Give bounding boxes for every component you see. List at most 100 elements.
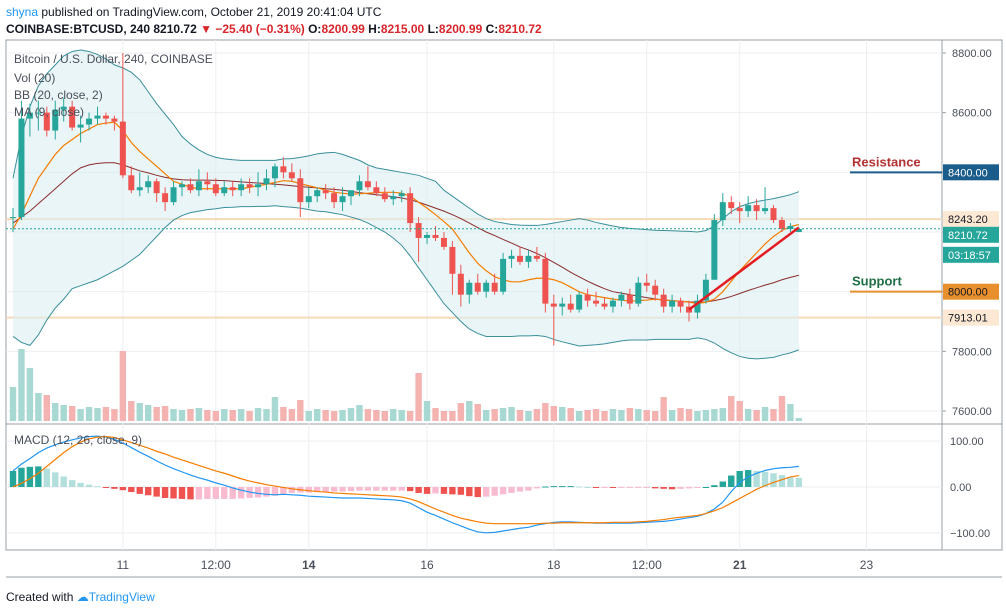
candle [753, 199, 760, 221]
footer-brand[interactable]: TradingView [88, 590, 155, 604]
price-tick-label: 7600.00 [952, 406, 992, 418]
candle [508, 249, 515, 268]
candle [195, 169, 202, 197]
volume-bar [347, 408, 355, 421]
candle-body [288, 172, 295, 179]
macd-histogram-bar [508, 487, 515, 493]
candle [26, 103, 33, 137]
candle [136, 172, 143, 197]
macd-histogram-bar [77, 482, 84, 487]
candle [652, 279, 659, 301]
macd-histogram-bar [221, 487, 228, 499]
candle [288, 163, 295, 182]
candle-body [677, 300, 684, 307]
candle [483, 279, 490, 298]
volume-bar [694, 411, 701, 421]
candle [331, 187, 338, 209]
volume-bar [795, 418, 803, 421]
candle [466, 279, 473, 304]
candle-body [491, 282, 498, 292]
volume-bar [533, 409, 541, 421]
macd-histogram-bar [305, 487, 312, 493]
candle [787, 223, 794, 232]
volume-bar [406, 411, 414, 421]
candle [77, 115, 84, 143]
macd-histogram-bar [483, 487, 490, 497]
candle [43, 106, 50, 137]
volume-bar [483, 410, 490, 421]
candle-body [440, 237, 447, 247]
candle-body [576, 294, 583, 310]
macd-histogram-bar [195, 487, 203, 500]
candle [474, 273, 481, 295]
footer-created: Created with [6, 590, 74, 604]
volume-bar [440, 411, 448, 421]
volume-bar [499, 408, 507, 421]
candle [221, 181, 228, 197]
candle-body [238, 184, 245, 191]
candle-body [762, 208, 769, 212]
macd-histogram-bar [711, 485, 718, 487]
volume-bar [592, 409, 600, 421]
candle-body [364, 181, 371, 188]
volume-bar [761, 407, 769, 421]
candle-body [195, 181, 202, 191]
volume-bar [111, 409, 118, 421]
candle-body [770, 208, 777, 221]
candle [618, 291, 625, 307]
price-label-bg [943, 226, 999, 243]
volume-bar [466, 401, 473, 421]
candle [669, 294, 676, 313]
volume-bar [618, 410, 625, 421]
volume-bar [322, 410, 329, 421]
macd-histogram-bar [153, 487, 160, 497]
candle-body [517, 255, 523, 262]
volume-bar [43, 395, 50, 421]
volume-bar [652, 411, 659, 421]
macd-histogram-bar [702, 487, 710, 488]
candle-body [432, 234, 439, 238]
last-price: 8210.72 [153, 22, 197, 36]
volume-bar [26, 368, 34, 421]
price-tick-label: 7800.00 [952, 346, 992, 358]
candle [567, 294, 574, 313]
macd-histogram-bar [237, 487, 245, 499]
candle-body [221, 187, 228, 194]
volume-bar [229, 410, 236, 421]
candle [559, 297, 566, 316]
candle-body [314, 190, 321, 197]
volume-bar [584, 410, 591, 421]
candle-body [86, 118, 93, 125]
volume-bar [288, 409, 296, 421]
volume-bar [643, 410, 650, 421]
candle-body [643, 282, 650, 286]
candle [119, 52, 126, 179]
candle [584, 288, 591, 307]
macd-histogram-bar [575, 486, 583, 488]
candle-body [255, 184, 262, 188]
volume-bar [212, 411, 219, 421]
macd-histogram-bar [406, 487, 414, 492]
candle-body [736, 208, 743, 212]
volume-bar [18, 349, 25, 421]
macd-histogram-bar [347, 487, 355, 492]
candle-body [694, 300, 701, 313]
symbol-line: COINBASE:BTCUSD, 240 8210.72 ▼ −25.40 (−… [6, 22, 542, 36]
candle-body [145, 181, 152, 188]
candle [238, 178, 245, 197]
candle-body [407, 193, 414, 224]
moving-average-line [12, 121, 799, 305]
candle-body [415, 223, 422, 238]
volume-bar [145, 405, 152, 421]
macd-histogram-bar [111, 487, 118, 489]
candle-body [626, 294, 633, 304]
price-label-support: 8000.00 [943, 283, 999, 300]
author-name[interactable]: shyna [6, 5, 39, 19]
candle [373, 181, 380, 197]
candle-body [424, 234, 431, 238]
candle [204, 172, 211, 191]
macd-histogram-bar [128, 487, 135, 493]
candle [457, 264, 464, 307]
macd-histogram-bar [533, 487, 541, 489]
